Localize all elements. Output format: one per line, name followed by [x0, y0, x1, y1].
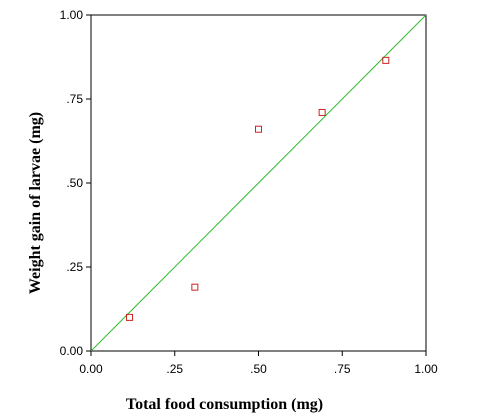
- x-axis-title: Total food consumption (mg): [126, 396, 323, 413]
- y-tick-label: 1.00: [60, 8, 84, 22]
- data-point: [126, 313, 134, 321]
- x-tick-label: .25: [166, 362, 183, 376]
- y-tick-label: 0.00: [60, 344, 84, 358]
- y-axis-title: Weight gain of larvae (mg): [27, 112, 44, 294]
- y-tick-label: .75: [66, 92, 83, 106]
- x-tick-label: .75: [334, 362, 351, 376]
- x-tick-label: 0.00: [79, 362, 103, 376]
- data-point: [191, 283, 199, 291]
- y-tick-label: .50: [66, 176, 83, 190]
- reference-line: [90, 14, 427, 352]
- data-points: [126, 56, 390, 321]
- y-tick-label: .25: [66, 260, 83, 274]
- data-point: [255, 125, 262, 133]
- data-point: [382, 56, 390, 64]
- x-tick-label: 1.00: [414, 362, 438, 376]
- x-tick-label: .50: [250, 362, 267, 376]
- y-axis-ticks: 0.00 .25 .50 .75 1.00: [60, 8, 91, 358]
- data-point: [318, 108, 326, 116]
- x-axis-ticks: 0.00 .25 .50 .75 1.00: [79, 351, 438, 376]
